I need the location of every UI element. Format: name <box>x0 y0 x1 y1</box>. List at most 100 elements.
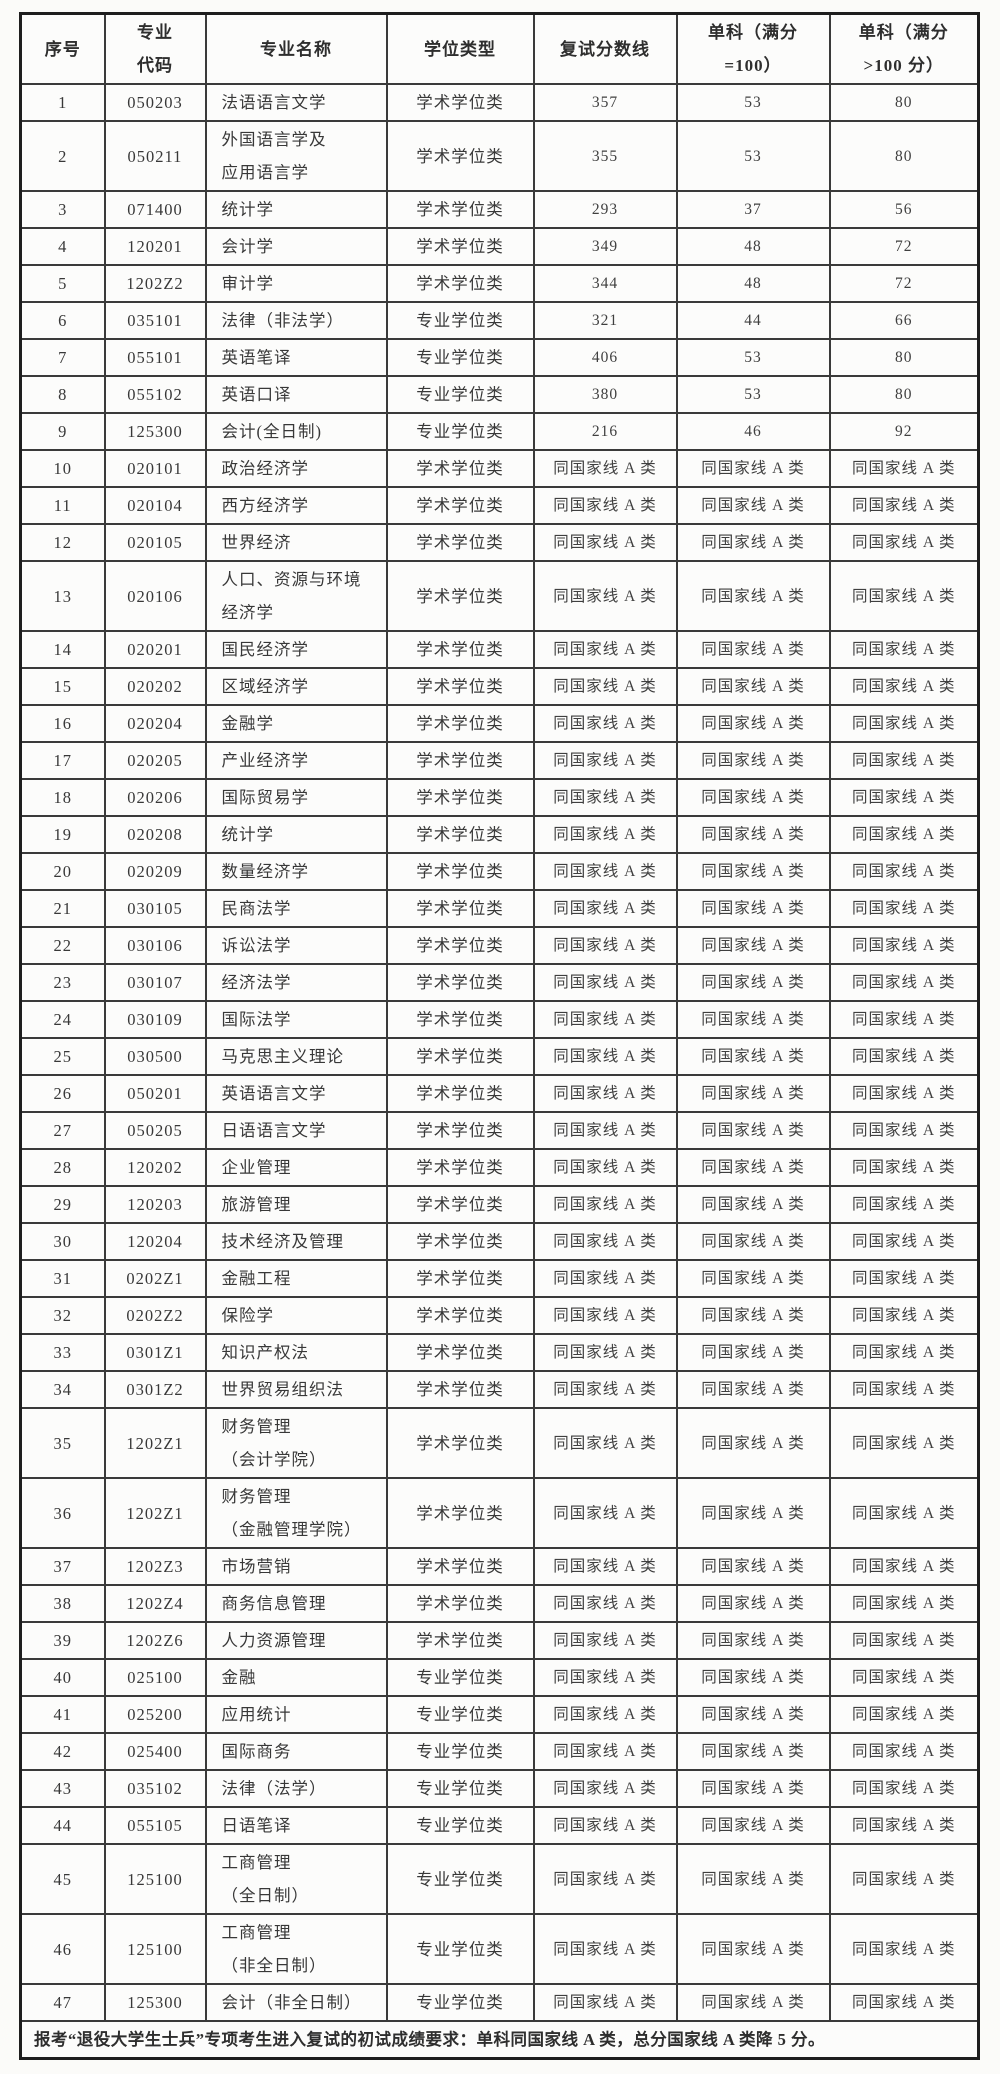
cell-name: 英语笔译 <box>204 338 388 377</box>
cell-subject-100: 同国家线 A 类 <box>675 852 831 891</box>
cell-no: 47 <box>19 1983 106 2022</box>
table-row: 27 050205 日语语言文学 学术学位类 同国家线 A 类同国家线 A 类同国家线 … <box>19 1111 980 1150</box>
cell-degree-type: 学术学位类 <box>385 1477 535 1549</box>
cell-no: 2 <box>19 120 106 192</box>
cell-subject-gt100: 同国家线 A 类 <box>828 1732 980 1771</box>
cell-name: 人口、资源与环境 经济学 <box>204 560 388 632</box>
cell-subject-100: 同国家线 A 类 <box>675 1806 831 1845</box>
table-row: 30 120204 技术经济及管理 学术学位类 同国家线 A 类同国家线 A 类同国家线… <box>19 1222 980 1261</box>
cell-subject-gt100: 同国家线 A 类 <box>828 1333 980 1372</box>
cell-name: 法律（法学） <box>204 1769 388 1808</box>
cell-code: 020202 <box>103 667 207 706</box>
table-row: 24 030109 国际法学 学术学位类 同国家线 A 类同国家线 A 类同国家线 A … <box>19 1000 980 1039</box>
cell-code: 030106 <box>103 926 207 965</box>
cell-subject-100: 同国家线 A 类 <box>675 630 831 669</box>
cell-name: 金融工程 <box>204 1259 388 1298</box>
cell-score-line: 同国家线 A 类 <box>532 1477 678 1549</box>
cell-subject-gt100: 同国家线 A 类 <box>828 889 980 928</box>
cell-name: 统计学 <box>204 815 388 854</box>
cell-subject-100: 同国家线 A 类 <box>675 1222 831 1261</box>
cell-subject-100: 同国家线 A 类 <box>675 1584 831 1623</box>
table-row: 5 1202Z2 审计学 学术学位类 344 48 72 <box>19 264 980 303</box>
cell-subject-gt100: 同国家线 A 类 <box>828 523 980 562</box>
cell-no: 3 <box>19 190 106 229</box>
cell-no: 36 <box>19 1477 106 1549</box>
cell-subject-gt100: 80 <box>828 375 980 414</box>
cell-degree-type: 学术学位类 <box>385 1547 535 1586</box>
cell-name: 国际贸易学 <box>204 778 388 817</box>
cell-name: 英语语言文学 <box>204 1074 388 1113</box>
cell-score-line: 同国家线 A 类 <box>532 1584 678 1623</box>
cell-code: 030109 <box>103 1000 207 1039</box>
cell-score-line: 380 <box>532 375 678 414</box>
cell-degree-type: 学术学位类 <box>385 1000 535 1039</box>
cell-no: 29 <box>19 1185 106 1224</box>
cell-subject-gt100: 同国家线 A 类 <box>828 704 980 743</box>
table-row: 33 0301Z1 知识产权法 学术学位类 同国家线 A 类同国家线 A 类同国家线 A… <box>19 1333 980 1372</box>
cell-subject-gt100: 同国家线 A 类 <box>828 1843 980 1915</box>
cell-subject-gt100: 同国家线 A 类 <box>828 852 980 891</box>
cell-code: 125100 <box>103 1843 207 1915</box>
table-row: 42 025400 国际商务 专业学位类 同国家线 A 类同国家线 A 类同国家线 A … <box>19 1732 980 1771</box>
table-row: 9 125300 会计(全日制) 专业学位类 216 46 92 <box>19 412 980 451</box>
cell-no: 26 <box>19 1074 106 1113</box>
cell-no: 14 <box>19 630 106 669</box>
cell-subject-100: 同国家线 A 类 <box>675 1111 831 1150</box>
cell-code: 125300 <box>103 412 207 451</box>
cell-name: 会计学 <box>204 227 388 266</box>
cell-no: 21 <box>19 889 106 928</box>
cell-subject-100: 37 <box>675 190 831 229</box>
cell-degree-type: 学术学位类 <box>385 1185 535 1224</box>
cell-subject-gt100: 80 <box>828 338 980 377</box>
cell-name: 日语笔译 <box>204 1806 388 1845</box>
cell-subject-gt100: 同国家线 A 类 <box>828 815 980 854</box>
cell-code: 0301Z1 <box>103 1333 207 1372</box>
cell-degree-type: 学术学位类 <box>385 963 535 1002</box>
cell-degree-type: 专业学位类 <box>385 1843 535 1915</box>
cell-no: 13 <box>19 560 106 632</box>
cell-subject-100: 同国家线 A 类 <box>675 1333 831 1372</box>
cell-score-line: 同国家线 A 类 <box>532 1913 678 1985</box>
cell-degree-type: 学术学位类 <box>385 704 535 743</box>
table-row: 26 050201 英语语言文学 学术学位类 同国家线 A 类同国家线 A 类同国家线 … <box>19 1074 980 1113</box>
table-row: 4 120201 会计学 学术学位类 349 48 72 <box>19 227 980 266</box>
cell-subject-100: 48 <box>675 227 831 266</box>
cell-name: 区域经济学 <box>204 667 388 706</box>
cell-score-line: 同国家线 A 类 <box>532 963 678 1002</box>
cell-degree-type: 学术学位类 <box>385 741 535 780</box>
cell-no: 33 <box>19 1333 106 1372</box>
cell-subject-100: 同国家线 A 类 <box>675 1037 831 1076</box>
cell-code: 125100 <box>103 1913 207 1985</box>
cell-subject-gt100: 同国家线 A 类 <box>828 1037 980 1076</box>
cell-subject-100: 48 <box>675 264 831 303</box>
cell-name: 马克思主义理论 <box>204 1037 388 1076</box>
cell-subject-gt100: 同国家线 A 类 <box>828 560 980 632</box>
cell-score-line: 同国家线 A 类 <box>532 1407 678 1479</box>
table-row: 11 020104 西方经济学 学术学位类 同国家线 A 类同国家线 A 类同国家线 A… <box>19 486 980 525</box>
cell-score-line: 321 <box>532 301 678 340</box>
cell-subject-100: 同国家线 A 类 <box>675 1695 831 1734</box>
cell-name: 知识产权法 <box>204 1333 388 1372</box>
cell-subject-100: 同国家线 A 类 <box>675 889 831 928</box>
footer-note: 报考“退役大学生士兵”专项考生进入复试的初试成绩要求：单科同国家线 A 类，总分… <box>19 2020 980 2060</box>
cell-name: 世界经济 <box>204 523 388 562</box>
cell-no: 4 <box>19 227 106 266</box>
cell-subject-gt100: 同国家线 A 类 <box>828 1000 980 1039</box>
cell-subject-gt100: 同国家线 A 类 <box>828 1477 980 1549</box>
cell-subject-100: 同国家线 A 类 <box>675 1843 831 1915</box>
cell-name: 产业经济学 <box>204 741 388 780</box>
table-row: 32 0202Z2 保险学 学术学位类 同国家线 A 类同国家线 A 类同国家线 A 类 <box>19 1296 980 1335</box>
cell-degree-type: 专业学位类 <box>385 1695 535 1734</box>
cell-code: 120203 <box>103 1185 207 1224</box>
table-row: 47 125300 会计（非全日制） 专业学位类 同国家线 A 类同国家线 A 类同国家… <box>19 1983 980 2022</box>
cell-subject-100: 同国家线 A 类 <box>675 523 831 562</box>
admission-score-table: 序号 专业 代码 专业名称 学位类型 复试分数线 单科（满分 =100） 单科（满分 >10… <box>19 12 980 2060</box>
cell-code: 020208 <box>103 815 207 854</box>
cell-score-line: 同国家线 A 类 <box>532 1037 678 1076</box>
table-row: 35 1202Z1 财务管理 （会计学院） 学术学位类 同国家线 A 类同国家线 A 类… <box>19 1407 980 1479</box>
cell-subject-gt100: 同国家线 A 类 <box>828 1222 980 1261</box>
cell-score-line: 355 <box>532 120 678 192</box>
cell-name: 世界贸易组织法 <box>204 1370 388 1409</box>
cell-code: 055105 <box>103 1806 207 1845</box>
